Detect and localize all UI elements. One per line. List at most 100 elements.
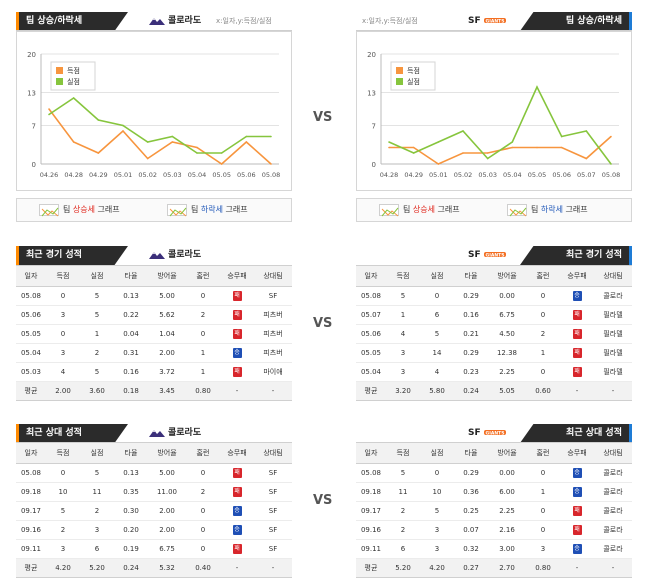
data-point [270,135,272,138]
trend-chart-left-svg: 0 7 13 20 04.26 04.28 04.29 05.01 05.02 05.03 05.0… [27,51,280,179]
rising-graph-button[interactable]: 팀 상승세 그래프 [379,199,460,221]
table-cell: SF [254,286,292,306]
recent-header-right: SF GIANTS 최근 경기 성적 [356,246,632,265]
h2h-title-right: 최근 상대 성적 [520,424,632,443]
table-cell: 05.06 [356,324,386,344]
table-cell: 3.00 [488,539,526,559]
legend-label: 실점 [407,77,420,86]
table-row: 09.18 11 10 0.36 6.00 1 승 콜로라 [356,482,632,502]
svg-text:GIANTS: GIANTS [485,431,504,437]
data-point [220,152,223,154]
series-line-allowed [388,85,612,165]
table-cell: 0 [46,463,80,483]
data-point [437,163,440,165]
giants-logo-icon: GIANTS [483,430,506,437]
table-cell: 0 [186,286,220,306]
loss-badge: 패 [232,310,242,320]
table-cell: 2 [186,305,220,325]
average-row: 평균 5.20 4.20 0.27 2.70 0.80- - [356,558,632,578]
data-point [196,146,198,149]
accent-bar [16,246,19,265]
win-badge: 승 [572,544,582,554]
x-tick-label: 05.01 [114,171,133,179]
graph-toggle-right: 팀 상승세 그래프 팀 하락세 그래프 [356,198,632,222]
vs-label: VS [313,316,333,331]
rising-graph-button[interactable]: 팀 상승세 그래프 [39,199,120,221]
average-cell: - [254,381,292,401]
x-tick-label: 04.26 [40,171,59,179]
column-header: 상대팀 [594,442,632,464]
column-header: 득점 [386,442,420,464]
data-point [146,157,149,160]
y-tick-label: 20 [367,51,376,59]
trend-header-right: x:일자,y:득점/실점 SF GIANTS 팀 상승/하락세 [356,12,632,31]
legend-label: 득점 [407,67,420,75]
data-point [560,146,563,149]
table-cell: 3 [526,539,560,559]
table-cell: 0.00 [488,463,526,483]
data-point [412,146,415,149]
team-name-left: 콜로라도 [149,424,201,443]
table-cell: 3 [386,343,420,363]
average-cell: 평균 [356,558,386,578]
table-cell: 05.05 [16,324,46,344]
y-tick-label: 7 [32,123,36,131]
table-cell: 3.72 [148,362,186,382]
loss-badge: 패 [232,468,242,478]
legend-box [50,61,96,91]
table-cell: 2 [386,501,420,521]
table-cell: 12.38 [488,343,526,363]
data-point [511,141,514,143]
trend-header-left: 팀 상승/하락세 콜로라도 x:일자,y:득점/실점 [16,12,292,31]
table-cell: SF [254,463,292,483]
legend-swatch [396,78,403,85]
win-badge: 승 [232,525,242,535]
table-cell: 0 [526,501,560,521]
table-row: 05.06 3 5 0.22 5.62 2 패 피츠버 [16,305,292,325]
average-cell: - [220,381,254,401]
table-cell: 5 [420,501,454,521]
data-point [72,97,75,99]
rockies-logo-icon [149,429,165,437]
data-point [462,130,464,132]
x-tick-label: 05.06 [237,171,256,179]
h2h-title-left: 최근 상대 성적 [16,424,128,443]
table-cell: 0 [186,539,220,559]
table-row: 05.04 3 4 0.23 2.25 0 패 필라델 [356,362,632,382]
table-cell: 09.18 [16,482,46,502]
table-cell: 09.18 [356,482,386,502]
table-cell: SF [254,539,292,559]
legend-label: 실점 [67,77,80,86]
result-cell: 승 [560,482,594,502]
table-cell: 0 [526,520,560,540]
result-cell: 패 [220,362,254,382]
average-cell: - [594,558,632,578]
table-cell: 1 [526,343,560,363]
column-header: 승무패 [560,265,594,287]
axis-hint-right: x:일자,y:득점/실점 [362,17,418,25]
column-header: 타율 [454,442,488,464]
table-cell: 5 [420,324,454,344]
table-cell: 콜로라 [594,501,632,521]
table-cell: 1.04 [148,324,186,344]
column-header: 상대팀 [594,265,632,287]
table-cell: 2.00 [148,501,186,521]
average-cell: - [594,381,632,401]
table-cell: 피츠버 [254,324,292,344]
table-row: 09.17 2 5 0.25 2.25 0 패 콜로라 [356,501,632,521]
table-cell: 05.04 [16,343,46,363]
column-header: 실점 [80,265,114,287]
falling-graph-button[interactable]: 팀 하락세 그래프 [507,199,588,221]
column-header: 실점 [80,442,114,464]
table-row: 05.08 0 5 0.13 5.00 0 패 SF [16,463,292,483]
table-cell: 0.19 [114,539,148,559]
table-cell: 필라델 [594,343,632,363]
result-cell: 패 [560,305,594,325]
vs-label: VS [313,493,333,508]
table-cell: 0.00 [488,286,526,306]
table-row: 05.08 0 5 0.13 5.00 0 패 SF [16,286,292,306]
falling-graph-button[interactable]: 팀 하락세 그래프 [167,199,248,221]
y-tick-label: 0 [32,161,36,169]
recent-title-left: 최근 경기 성적 [16,246,128,265]
